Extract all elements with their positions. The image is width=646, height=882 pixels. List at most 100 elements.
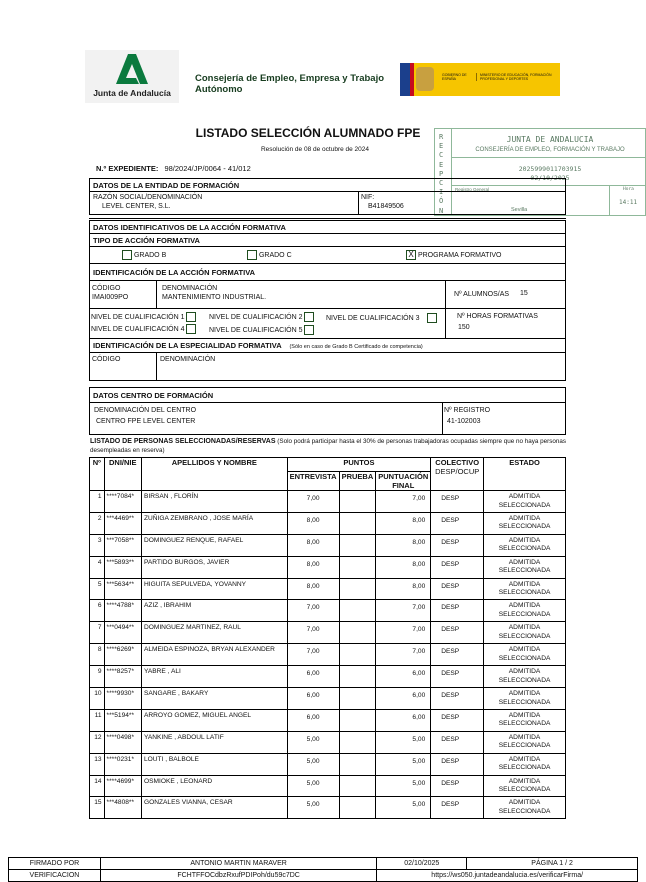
stamp-number: 2025999011703915 xyxy=(518,165,582,173)
page-number: PÁGINA 1 / 2 xyxy=(466,857,638,870)
cell-entrevista: 7,00 xyxy=(286,490,340,513)
checkbox[interactable] xyxy=(427,313,438,323)
cell-dni: ****8257* xyxy=(103,665,142,689)
nivel-2[interactable]: NIVEL DE CUALIFICACIÓN 2 xyxy=(209,312,315,322)
cell-colectivo: DESP xyxy=(430,796,485,820)
cell-n: 1 xyxy=(89,490,105,513)
cell-entrevista: 6,00 xyxy=(286,665,340,689)
registro-value: 41-102003 xyxy=(447,418,481,425)
cell-colectivo: DESP xyxy=(430,752,485,776)
col-puntos: PUNTOS xyxy=(286,457,432,472)
tipo-grado-b[interactable]: GRADO B xyxy=(122,250,166,260)
cell-prueba xyxy=(338,577,377,601)
cell-estado: ADMITIDA SELECCIONADA xyxy=(483,643,566,667)
signature-footer: FIRMADO POR ANTONIO MARTIN MARAVER 02/10… xyxy=(8,857,638,882)
cell-estado: ADMITIDA SELECCIONADA xyxy=(483,730,566,754)
coat-of-arms-icon xyxy=(416,67,434,91)
col-entrevista: ENTREVISTA xyxy=(286,471,340,491)
cell-nombre: ARROYO GOMEZ, MIGUEL ANGEL xyxy=(140,708,288,732)
cell-entrevista: 8,00 xyxy=(286,533,340,557)
cell-final: 6,00 xyxy=(375,687,432,710)
cell-nombre: YANKINE , ABDOUL LATIF xyxy=(140,730,288,754)
cell-dni: ***5194** xyxy=(103,708,142,732)
cell-dni: ***0494** xyxy=(103,621,142,645)
cell-estado: ADMITIDA SELECCIONADA xyxy=(483,796,566,820)
checkbox[interactable] xyxy=(304,312,315,322)
cell-entrevista: 5,00 xyxy=(286,752,340,776)
cell-nombre: GONZALES VIANNA, CESAR xyxy=(140,796,288,820)
cell-n: 8 xyxy=(89,643,105,667)
stamp-city: Sevilla xyxy=(511,207,528,213)
listado-note: (Solo podrá participar hasta el 30% de p… xyxy=(90,438,567,454)
entidad-header: DATOS DE LA ENTIDAD DE FORMACIÓN xyxy=(90,179,565,192)
cell-prueba xyxy=(338,774,377,798)
alumnos-value: 15 xyxy=(520,290,528,297)
table-row: 1 ****7084* BIRSAN , FLORÍN 7,00 7,00 DESP ADM… xyxy=(89,490,566,513)
cell-entrevista: 5,00 xyxy=(286,730,340,754)
cell-estado: ADMITIDA SELECCIONADA xyxy=(483,621,566,645)
nivel-3[interactable]: NIVEL DE CUALIFICACIÓN 3 xyxy=(326,313,438,323)
verificacion-url[interactable]: https://ws050.juntadeandalucia.es/verifi… xyxy=(376,869,638,882)
checkbox[interactable] xyxy=(122,250,132,260)
centro-header: DATOS CENTRO DE FORMACIÓN xyxy=(90,388,565,403)
resolucion: Resolución de 08 de octubre de 2024 xyxy=(260,146,370,153)
cell-entrevista: 6,00 xyxy=(286,708,340,732)
tipo-grado-c[interactable]: GRADO C xyxy=(247,250,292,260)
cell-final: 5,00 xyxy=(375,796,432,820)
cell-dni: ****9930* xyxy=(103,687,142,710)
cell-estado: ADMITIDA SELECCIONADA xyxy=(483,533,566,557)
junta-logo: Junta de Andalucía xyxy=(85,50,179,103)
tipo-header: TIPO DE ACCIÓN FORMATIVA xyxy=(90,234,565,247)
cell-n: 2 xyxy=(89,511,105,535)
codigo-value: IMAI009PO xyxy=(92,294,129,301)
cell-n: 9 xyxy=(89,665,105,689)
cell-final: 7,00 xyxy=(375,490,432,513)
cell-final: 7,00 xyxy=(375,599,432,623)
tipo-options: GRADO B GRADO C X PROGRAMA FORMATIVO xyxy=(90,247,565,264)
tipo-programa-formativo[interactable]: X PROGRAMA FORMATIVO xyxy=(406,250,501,260)
checkbox[interactable] xyxy=(186,324,197,334)
stamp-registro: Registro General xyxy=(455,187,490,192)
cell-colectivo: DESP xyxy=(430,708,485,732)
cell-n: 13 xyxy=(89,752,105,776)
col-estado: ESTADO xyxy=(483,457,566,491)
cell-final: 8,00 xyxy=(375,511,432,535)
verificacion-label: VERIFICACION xyxy=(8,869,101,882)
nivel-5[interactable]: NIVEL DE CUALIFICACIÓN 5 xyxy=(209,325,315,335)
cell-entrevista: 5,00 xyxy=(286,796,340,820)
accion-header: DATOS IDENTIFICATIVOS DE LA ACCIÓN FORMA… xyxy=(90,221,565,234)
cell-n: 4 xyxy=(89,555,105,579)
cell-dni: ****0498* xyxy=(103,730,142,754)
cell-dni: ****4788* xyxy=(103,599,142,623)
cell-n: 12 xyxy=(89,730,105,754)
nivel-4[interactable]: NIVEL DE CUALIFICACIÓN 4 xyxy=(91,324,197,334)
checkbox[interactable] xyxy=(247,250,257,260)
nivel-1[interactable]: NIVEL DE CUALIFICACIÓN 1 xyxy=(91,312,197,322)
denom-label: DENOMINACIÓN xyxy=(162,285,218,292)
cell-entrevista: 7,00 xyxy=(286,599,340,623)
cell-dni: ***4469** xyxy=(103,511,142,535)
cell-estado: ADMITIDA SELECCIONADA xyxy=(483,687,566,710)
cell-prueba xyxy=(338,533,377,557)
cell-prueba xyxy=(338,708,377,732)
esp-codigo-label: CÓDIGO xyxy=(92,356,121,363)
checkbox[interactable]: X xyxy=(406,250,416,260)
checkbox[interactable] xyxy=(304,325,315,335)
table-row: 9 ****8257* YABRE , ALI 6,00 6,00 DESP ADMITID… xyxy=(89,665,566,689)
cell-colectivo: DESP xyxy=(430,643,485,667)
cell-entrevista: 5,00 xyxy=(286,774,340,798)
cell-dni: ***7058** xyxy=(103,533,142,557)
col-nombre: APELLIDOS Y NOMBRE xyxy=(140,457,288,491)
expediente: N.º EXPEDIENTE: 98/2024/JP/0064 - 41/012 xyxy=(96,164,251,173)
cell-final: 5,00 xyxy=(375,774,432,798)
sign-date: 02/10/2025 xyxy=(376,857,468,870)
checkbox[interactable] xyxy=(186,312,197,322)
cell-dni: ***4808** xyxy=(103,796,142,820)
cell-final: 7,00 xyxy=(375,621,432,645)
horas-value: 150 xyxy=(458,324,470,331)
razon-label: RAZÓN SOCIAL/DENOMINACIÓN xyxy=(93,194,203,201)
registro-label: Nº REGISTRO xyxy=(444,407,491,414)
cell-nombre: DOMINGUEZ MARTINEZ, RAUL xyxy=(140,621,288,645)
centro-denom-label: DENOMINACIÓN DEL CENTRO xyxy=(94,407,197,414)
cell-prueba xyxy=(338,599,377,623)
